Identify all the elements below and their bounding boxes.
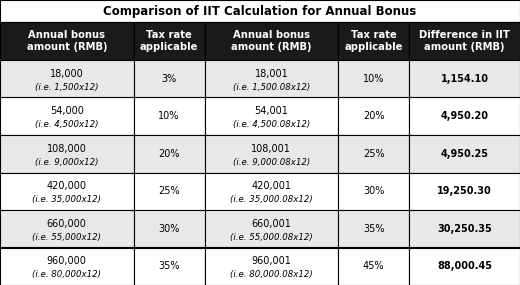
Text: 18,001: 18,001: [254, 69, 288, 79]
Text: 54,001: 54,001: [254, 106, 288, 116]
Text: (i.e. 9,000x12): (i.e. 9,000x12): [35, 158, 98, 167]
Text: (i.e. 1,500.08x12): (i.e. 1,500.08x12): [233, 83, 310, 92]
Text: (i.e. 9,000.08x12): (i.e. 9,000.08x12): [233, 158, 310, 167]
Bar: [134, 210, 204, 247]
Bar: [409, 60, 520, 97]
Bar: [204, 97, 338, 135]
Text: Tax rate
applicable: Tax rate applicable: [344, 30, 403, 52]
Bar: [338, 22, 409, 60]
Text: 960,001: 960,001: [252, 256, 291, 266]
Text: 1,154.10: 1,154.10: [440, 74, 489, 84]
Bar: [409, 247, 520, 285]
Text: 4,950.25: 4,950.25: [440, 149, 489, 159]
Bar: [0, 210, 134, 247]
Bar: [338, 247, 409, 285]
Text: 20%: 20%: [158, 149, 180, 159]
Text: 35%: 35%: [363, 224, 384, 234]
Bar: [409, 22, 520, 60]
Text: 45%: 45%: [363, 261, 384, 271]
Text: (i.e. 1,500x12): (i.e. 1,500x12): [35, 83, 98, 92]
Text: (i.e. 80,000x12): (i.e. 80,000x12): [32, 270, 101, 279]
Bar: [338, 97, 409, 135]
Text: 35%: 35%: [158, 261, 180, 271]
Bar: [204, 22, 338, 60]
Text: 30%: 30%: [363, 186, 384, 196]
Bar: [338, 210, 409, 247]
Text: 420,000: 420,000: [47, 181, 87, 191]
Text: 10%: 10%: [159, 111, 180, 121]
Bar: [0, 22, 134, 60]
Text: 420,001: 420,001: [251, 181, 291, 191]
Bar: [134, 247, 204, 285]
Text: 10%: 10%: [363, 74, 384, 84]
Text: 25%: 25%: [363, 149, 384, 159]
Text: 108,000: 108,000: [47, 144, 87, 154]
Text: 3%: 3%: [161, 74, 177, 84]
Text: 30,250.35: 30,250.35: [437, 224, 492, 234]
Text: (i.e. 55,000.08x12): (i.e. 55,000.08x12): [230, 233, 313, 242]
Bar: [204, 135, 338, 172]
Bar: [134, 135, 204, 172]
Text: Comparison of IIT Calculation for Annual Bonus: Comparison of IIT Calculation for Annual…: [103, 5, 417, 17]
Bar: [409, 210, 520, 247]
Bar: [0, 0, 520, 22]
Bar: [0, 247, 134, 285]
Text: (i.e. 4,500x12): (i.e. 4,500x12): [35, 120, 98, 129]
Text: Annual bonus
amount (RMB): Annual bonus amount (RMB): [27, 30, 107, 52]
Text: 960,000: 960,000: [47, 256, 87, 266]
Bar: [204, 60, 338, 97]
Text: (i.e. 80,000.08x12): (i.e. 80,000.08x12): [230, 270, 313, 279]
Text: 20%: 20%: [363, 111, 384, 121]
Text: 108,001: 108,001: [252, 144, 291, 154]
Bar: [204, 247, 338, 285]
Bar: [134, 172, 204, 210]
Text: 4,950.20: 4,950.20: [440, 111, 489, 121]
Bar: [204, 210, 338, 247]
Text: 54,000: 54,000: [50, 106, 84, 116]
Text: (i.e. 4,500.08x12): (i.e. 4,500.08x12): [233, 120, 310, 129]
Bar: [134, 60, 204, 97]
Bar: [204, 172, 338, 210]
Text: 88,000.45: 88,000.45: [437, 261, 492, 271]
Text: (i.e. 55,000x12): (i.e. 55,000x12): [32, 233, 101, 242]
Bar: [134, 97, 204, 135]
Bar: [338, 135, 409, 172]
Text: Tax rate
applicable: Tax rate applicable: [140, 30, 198, 52]
Text: 19,250.30: 19,250.30: [437, 186, 492, 196]
Text: 660,001: 660,001: [252, 219, 291, 229]
Bar: [0, 135, 134, 172]
Bar: [134, 22, 204, 60]
Text: 25%: 25%: [158, 186, 180, 196]
Text: (i.e. 35,000x12): (i.e. 35,000x12): [32, 196, 101, 204]
Bar: [0, 97, 134, 135]
Text: 30%: 30%: [159, 224, 180, 234]
Text: Difference in IIT
amount (RMB): Difference in IIT amount (RMB): [419, 30, 510, 52]
Bar: [0, 172, 134, 210]
Bar: [409, 97, 520, 135]
Text: Annual bonus
amount (RMB): Annual bonus amount (RMB): [231, 30, 311, 52]
Bar: [0, 60, 134, 97]
Text: (i.e. 35,000.08x12): (i.e. 35,000.08x12): [230, 196, 313, 204]
Text: 18,000: 18,000: [50, 69, 84, 79]
Bar: [338, 172, 409, 210]
Bar: [409, 172, 520, 210]
Bar: [338, 60, 409, 97]
Bar: [409, 135, 520, 172]
Text: 660,000: 660,000: [47, 219, 87, 229]
